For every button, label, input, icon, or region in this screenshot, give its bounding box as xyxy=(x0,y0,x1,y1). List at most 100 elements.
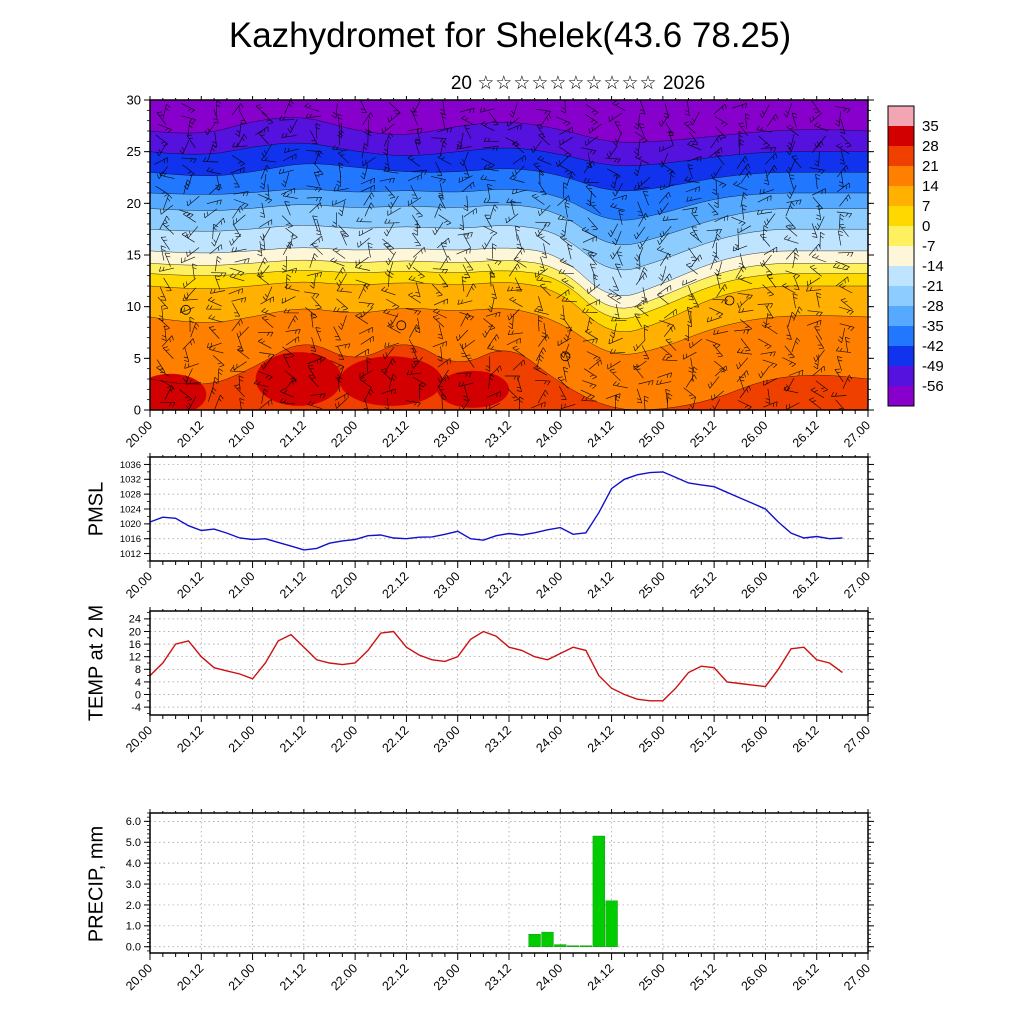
svg-text:20: 20 xyxy=(129,626,141,638)
svg-text:14: 14 xyxy=(922,178,939,195)
svg-text:22.00: 22.00 xyxy=(328,961,360,993)
svg-text:1012: 1012 xyxy=(120,549,141,560)
svg-text:1024: 1024 xyxy=(120,504,141,515)
svg-text:21.12: 21.12 xyxy=(277,961,309,993)
svg-text:21.00: 21.00 xyxy=(226,961,258,993)
svg-text:25.12: 25.12 xyxy=(687,723,719,755)
svg-text:4: 4 xyxy=(135,677,141,689)
svg-text:1.0: 1.0 xyxy=(126,921,141,933)
svg-text:24.12: 24.12 xyxy=(585,723,617,755)
svg-text:25.00: 25.00 xyxy=(636,961,668,993)
svg-text:20: 20 xyxy=(127,196,141,211)
svg-text:30: 30 xyxy=(127,93,141,108)
svg-text:27.00: 27.00 xyxy=(841,723,873,755)
svg-text:0.0: 0.0 xyxy=(126,942,141,954)
svg-text:5.0: 5.0 xyxy=(126,837,141,849)
svg-text:7: 7 xyxy=(922,198,930,215)
date-year: 2026 xyxy=(662,73,706,94)
date-month-glyphs: ☆☆☆☆☆☆☆☆☆☆ xyxy=(477,73,658,94)
svg-text:24.00: 24.00 xyxy=(533,569,565,601)
svg-text:2.0: 2.0 xyxy=(126,900,141,912)
svg-text:27.00: 27.00 xyxy=(841,961,873,993)
svg-text:1028: 1028 xyxy=(120,489,141,500)
date-subtitle: 20 ☆☆☆☆☆☆☆☆☆☆ 2026 xyxy=(451,72,705,95)
svg-text:10: 10 xyxy=(127,299,141,314)
svg-text:-42: -42 xyxy=(922,338,944,355)
svg-text:27.00: 27.00 xyxy=(841,569,873,601)
svg-text:21.12: 21.12 xyxy=(277,723,309,755)
svg-text:26.00: 26.00 xyxy=(739,723,771,755)
svg-text:26.12: 26.12 xyxy=(790,418,822,450)
svg-text:-56: -56 xyxy=(922,378,944,395)
svg-text:22.12: 22.12 xyxy=(380,961,412,993)
temperature-fill xyxy=(150,100,868,410)
svg-text:23.00: 23.00 xyxy=(431,418,463,450)
svg-text:25.00: 25.00 xyxy=(636,418,668,450)
svg-text:-49: -49 xyxy=(922,358,944,375)
svg-text:24.00: 24.00 xyxy=(533,418,565,450)
svg-text:-4: -4 xyxy=(131,702,141,714)
svg-text:20.00: 20.00 xyxy=(123,569,155,601)
svg-text:20.12: 20.12 xyxy=(174,961,206,993)
svg-text:0: 0 xyxy=(135,689,141,701)
svg-text:21.00: 21.00 xyxy=(226,569,258,601)
svg-text:25.00: 25.00 xyxy=(636,569,668,601)
svg-text:1016: 1016 xyxy=(120,534,141,545)
svg-text:15: 15 xyxy=(127,248,141,263)
svg-text:5: 5 xyxy=(134,351,141,366)
svg-text:26.00: 26.00 xyxy=(739,961,771,993)
svg-text:25: 25 xyxy=(127,144,141,159)
svg-text:20.12: 20.12 xyxy=(174,569,206,601)
svg-text:21.12: 21.12 xyxy=(277,569,309,601)
pmsl-panel: 20.00 20.12 21.00 21.12 22.00 22.12 23.00 23.12… xyxy=(120,453,874,601)
svg-text:20.00: 20.00 xyxy=(123,418,155,450)
page-title: Kazhydromet for Shelek(43.6 78.25) xyxy=(228,16,792,55)
svg-text:24.00: 24.00 xyxy=(533,723,565,755)
svg-text:1020: 1020 xyxy=(120,519,141,530)
svg-text:26.00: 26.00 xyxy=(739,569,771,601)
svg-text:-28: -28 xyxy=(922,298,944,315)
svg-text:23.12: 23.12 xyxy=(482,961,514,993)
svg-text:23.12: 23.12 xyxy=(482,569,514,601)
svg-text:24.12: 24.12 xyxy=(585,961,617,993)
svg-text:25.12: 25.12 xyxy=(687,418,719,450)
svg-text:0: 0 xyxy=(134,403,141,418)
svg-text:35: 35 xyxy=(922,118,939,135)
svg-text:24.00: 24.00 xyxy=(533,961,565,993)
svg-text:23.00: 23.00 xyxy=(431,723,463,755)
svg-text:25.00: 25.00 xyxy=(636,723,668,755)
svg-text:22.12: 22.12 xyxy=(380,723,412,755)
svg-text:21.12: 21.12 xyxy=(277,418,309,450)
svg-text:22.00: 22.00 xyxy=(328,723,360,755)
svg-text:-14: -14 xyxy=(922,258,944,275)
svg-text:26.00: 26.00 xyxy=(739,418,771,450)
svg-text:22.00: 22.00 xyxy=(328,418,360,450)
svg-text:6.0: 6.0 xyxy=(126,816,141,828)
svg-text:26.12: 26.12 xyxy=(790,723,822,755)
svg-text:23.00: 23.00 xyxy=(431,569,463,601)
svg-text:27.00: 27.00 xyxy=(841,418,873,450)
svg-text:25.12: 25.12 xyxy=(687,569,719,601)
svg-text:24.12: 24.12 xyxy=(585,569,617,601)
svg-text:24: 24 xyxy=(129,614,141,626)
temp-panel: 20.00 20.12 21.00 21.12 22.00 22.12 23.00 23.12… xyxy=(123,607,874,755)
svg-text:3.0: 3.0 xyxy=(126,879,141,891)
svg-text:20.12: 20.12 xyxy=(174,418,206,450)
svg-text:23.00: 23.00 xyxy=(431,961,463,993)
svg-text:-21: -21 xyxy=(922,278,944,295)
svg-text:20.12: 20.12 xyxy=(174,723,206,755)
cross-section-panel: 20.00 20.12 21.00 21.12 22.00 22.12 23.00 23.12… xyxy=(123,93,874,450)
precip-panel: 20.00 20.12 21.00 21.12 22.00 22.12 23.00 23.12… xyxy=(123,809,874,993)
svg-text:20.00: 20.00 xyxy=(123,961,155,993)
svg-text:26.12: 26.12 xyxy=(790,961,822,993)
svg-text:16: 16 xyxy=(129,639,141,651)
svg-text:1036: 1036 xyxy=(120,460,141,471)
svg-text:21.00: 21.00 xyxy=(226,418,258,450)
svg-text:23.12: 23.12 xyxy=(482,418,514,450)
svg-text:-35: -35 xyxy=(922,318,944,335)
svg-text:4.0: 4.0 xyxy=(126,858,141,870)
svg-text:-7: -7 xyxy=(922,238,935,255)
svg-text:20.00: 20.00 xyxy=(123,723,155,755)
